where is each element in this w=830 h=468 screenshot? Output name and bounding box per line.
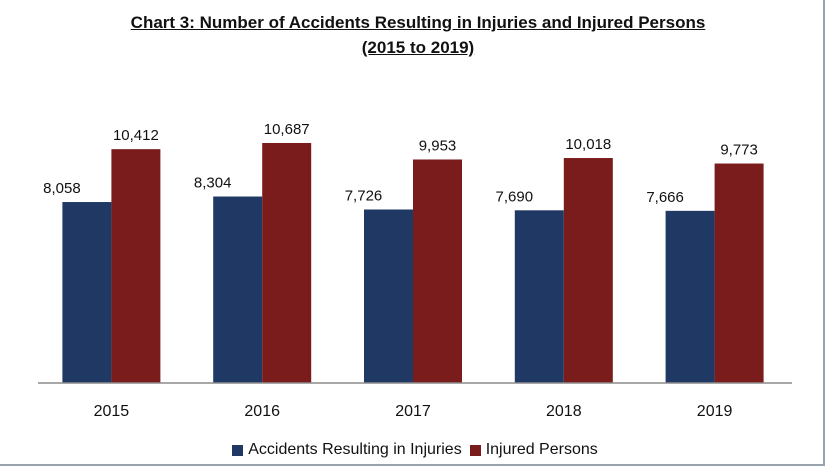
chart-subtitle: (2015 to 2019)	[361, 38, 475, 57]
data-label-injured-2016: 10,687	[264, 121, 310, 138]
legend-swatch-injured	[469, 444, 481, 456]
data-label-accidents-2019: 7,666	[646, 189, 684, 206]
bar-injured-2019	[714, 163, 764, 383]
bar-accidents-2018	[514, 210, 564, 383]
bar-accidents-2019	[665, 210, 715, 383]
bar-injured-2018	[563, 158, 613, 383]
bar-injured-2016	[262, 143, 312, 383]
legend-swatch-accidents	[232, 444, 244, 456]
x-tick-label-2019: 2019	[697, 403, 733, 420]
x-tick-label-2017: 2017	[395, 403, 431, 420]
bar-injured-2015	[111, 149, 161, 383]
data-label-injured-2015: 10,412	[113, 127, 159, 144]
data-label-accidents-2016: 8,304	[194, 175, 232, 192]
data-label-injured-2017: 9,953	[419, 137, 457, 154]
data-label-injured-2019: 9,773	[720, 142, 758, 159]
x-tick-label-2016: 2016	[244, 403, 280, 420]
data-label-accidents-2018: 7,690	[496, 188, 534, 205]
data-label-accidents-2015: 8,058	[43, 180, 81, 197]
bar-accidents-2017	[364, 209, 413, 383]
chart-legend: Accidents Resulting in Injuries Injured …	[0, 441, 830, 459]
x-tick-label-2015: 2015	[94, 403, 130, 420]
legend-label-accidents: Accidents Resulting in Injuries	[248, 441, 462, 458]
chart-title: Chart 3: Number of Accidents Resulting i…	[130, 13, 706, 32]
x-tick-label-2018: 2018	[546, 403, 582, 420]
legend-item-accidents: Accidents Resulting in Injuries	[232, 441, 462, 459]
legend-label-injured: Injured Persons	[485, 441, 598, 458]
legend-item-injured: Injured Persons	[469, 441, 598, 459]
bar-accidents-2015	[62, 202, 112, 383]
bar-accidents-2016	[213, 196, 263, 383]
data-label-accidents-2017: 7,726	[345, 187, 383, 204]
data-label-injured-2018: 10,018	[565, 136, 611, 153]
bar-injured-2017	[413, 159, 462, 383]
